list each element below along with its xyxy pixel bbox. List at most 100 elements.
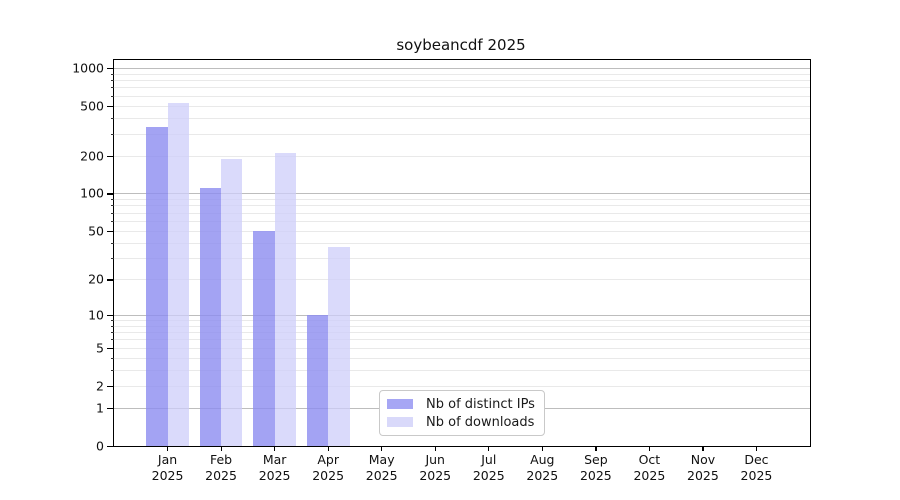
x-tick: [702, 446, 704, 451]
y-minor-tick: [110, 117, 114, 119]
bar-feb-distinct-ips: [199, 188, 222, 446]
x-tick-label: Aug 2025: [526, 452, 559, 483]
gridline-minor: [114, 347, 810, 349]
y-tick: [107, 230, 114, 232]
x-tick: [220, 446, 222, 451]
gridline-minor: [114, 80, 810, 82]
gridline-major: [114, 193, 810, 195]
y-minor-tick: [110, 205, 114, 207]
gridline-minor: [114, 332, 810, 334]
y-minor-tick: [110, 212, 114, 214]
x-tick-label: Apr 2025: [312, 452, 345, 483]
y-tick-label: 50: [88, 223, 104, 239]
x-tick: [381, 446, 383, 451]
x-tick-label: Nov 2025: [687, 452, 719, 483]
x-tick-label: Jun 2025: [419, 452, 452, 483]
chart-title: soybeancdf 2025: [396, 36, 526, 54]
legend-item-distinct-ips: Nb of distinct IPs: [387, 395, 538, 413]
bar-mar-downloads: [274, 153, 297, 446]
y-tick-label: 1000: [72, 60, 104, 76]
x-tick: [327, 446, 329, 451]
x-tick-label: Feb 2025: [205, 452, 237, 483]
y-tick: [107, 408, 114, 410]
x-tick: [648, 446, 651, 451]
gridline-minor: [114, 357, 810, 359]
y-minor-tick: [110, 80, 114, 82]
x-tick-label: Sep 2025: [579, 452, 612, 483]
y-minor-tick: [110, 242, 114, 244]
gridline-minor: [114, 230, 810, 232]
y-minor-tick: [110, 199, 114, 201]
bar-feb-downloads: [221, 158, 243, 446]
legend-label-distinct-ips: Nb of distinct IPs: [426, 396, 535, 412]
gridline-minor: [114, 73, 810, 75]
y-tick: [107, 155, 114, 157]
bar-apr-downloads: [328, 246, 350, 446]
y-minor-tick: [110, 133, 114, 135]
x-tick-label: Jan 2025: [151, 452, 184, 483]
x-tick: [541, 446, 543, 451]
y-tick-label: 200: [80, 148, 104, 164]
gridline-minor: [114, 87, 810, 89]
gridline-minor: [114, 370, 810, 372]
y-tick-label: 5: [96, 340, 104, 356]
x-tick: [488, 446, 490, 451]
gridline-minor: [114, 221, 810, 222]
y-minor-tick: [110, 73, 114, 75]
gridline-minor: [114, 242, 810, 244]
x-tick: [167, 446, 169, 451]
x-tick: [595, 446, 597, 451]
x-tick-label: Mar 2025: [258, 452, 291, 483]
y-tick-label: 2: [96, 378, 104, 394]
gridline-major: [114, 314, 810, 316]
gridline-minor: [114, 105, 810, 107]
y-minor-tick: [110, 221, 114, 222]
y-tick: [107, 67, 114, 70]
gridline-minor: [114, 155, 810, 157]
x-tick: [434, 446, 436, 451]
y-minor-tick: [110, 339, 114, 341]
y-minor-tick: [110, 332, 114, 334]
legend-swatch-downloads: [387, 417, 413, 427]
y-tick: [107, 314, 114, 316]
y-minor-tick: [110, 325, 114, 327]
y-minor-tick: [110, 319, 114, 321]
plot-area: [113, 59, 811, 447]
gridline-minor: [114, 205, 810, 207]
legend-item-downloads: Nb of downloads: [387, 413, 538, 431]
x-tick-label: Oct 2025: [633, 452, 666, 483]
y-tick-label: 10: [88, 307, 104, 323]
y-tick: [107, 347, 114, 350]
gridline-minor: [114, 385, 810, 387]
x-tick: [274, 446, 276, 451]
gridline-minor: [114, 212, 810, 214]
legend-swatch-distinct-ips: [387, 399, 413, 409]
y-tick: [107, 279, 114, 281]
legend-label-downloads: Nb of downloads: [426, 414, 535, 430]
legend: Nb of distinct IPs Nb of downloads: [379, 390, 545, 436]
gridline-minor: [114, 339, 810, 341]
bar-jan-downloads: [167, 102, 189, 446]
x-tick: [755, 446, 758, 451]
x-tick-label: May 2025: [365, 452, 398, 483]
gridline-minor: [114, 325, 810, 327]
y-tick: [107, 105, 114, 107]
y-tick: [107, 446, 114, 448]
y-tick: [107, 385, 114, 388]
gridline-minor: [114, 319, 810, 321]
bar-mar-distinct-ips: [253, 230, 275, 446]
y-tick-label: 1: [96, 400, 104, 416]
y-tick-label: 500: [80, 98, 104, 114]
bar-jan-distinct-ips: [146, 126, 168, 446]
y-minor-tick: [110, 370, 114, 372]
gridline-minor: [114, 199, 810, 201]
gridline-minor: [114, 279, 810, 281]
gridline-minor: [114, 258, 810, 260]
y-minor-tick: [110, 95, 114, 97]
y-minor-tick: [110, 87, 114, 89]
gridline-major: [114, 67, 810, 69]
x-tick-label: Dec 2025: [740, 452, 773, 483]
y-tick-label: 100: [80, 185, 104, 201]
x-tick-label: Jul 2025: [472, 452, 505, 483]
